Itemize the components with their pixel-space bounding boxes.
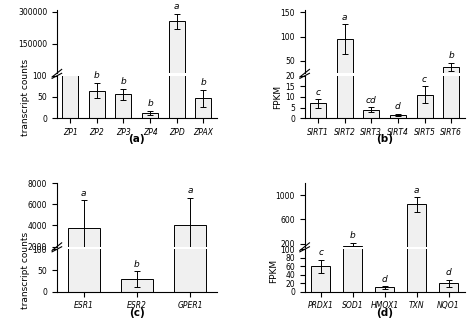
Text: (a): (a) [128,134,145,144]
Bar [375,287,394,292]
Bar [439,283,458,292]
Text: cd: cd [366,96,377,105]
Text: b: b [448,52,454,60]
Text: d: d [395,102,401,111]
Bar [417,80,433,86]
Text: b: b [94,72,100,80]
Bar [116,94,131,118]
Text: c: c [318,248,323,257]
Bar [375,255,394,256]
Bar [390,115,406,118]
Bar [443,38,459,118]
Bar [337,0,353,118]
Text: a: a [342,13,347,22]
Bar [310,82,326,86]
Text: a: a [174,2,180,11]
Bar [363,84,379,86]
Y-axis label: transcript counts: transcript counts [21,232,30,309]
Text: d: d [446,268,451,277]
Text: a: a [414,186,419,194]
Bar [343,246,362,256]
Bar [337,39,353,86]
Y-axis label: transcript counts: transcript counts [21,58,30,135]
Bar [67,0,100,292]
Bar [89,91,105,118]
Text: b: b [134,260,140,269]
Bar [310,103,326,118]
Bar [62,74,78,75]
Bar [363,110,379,118]
Bar [311,266,330,292]
Text: d: d [382,274,387,284]
Text: c: c [316,87,320,97]
Bar [195,98,211,118]
Text: b: b [350,231,356,240]
Bar [343,224,362,292]
Text: c: c [422,75,427,84]
Bar [121,279,153,292]
Bar [311,252,330,256]
Text: (b): (b) [376,134,393,144]
Bar [439,255,458,256]
Bar [174,226,206,268]
Bar [169,21,185,75]
Text: b: b [147,99,153,109]
Bar [67,227,100,268]
Text: (c): (c) [129,308,145,318]
Bar [62,0,78,118]
Y-axis label: FPKM: FPKM [269,258,278,283]
Bar [169,0,185,118]
Bar [407,0,426,292]
Y-axis label: FPKM: FPKM [273,85,283,109]
Text: a: a [81,189,86,198]
Text: (d): (d) [376,308,393,318]
Text: a: a [187,186,193,195]
Text: b: b [201,78,206,87]
Text: b: b [120,77,127,86]
Bar [417,95,433,118]
Bar [443,67,459,86]
Bar [174,0,206,292]
Bar [142,113,158,118]
Bar [407,204,426,256]
Bar [390,85,406,86]
